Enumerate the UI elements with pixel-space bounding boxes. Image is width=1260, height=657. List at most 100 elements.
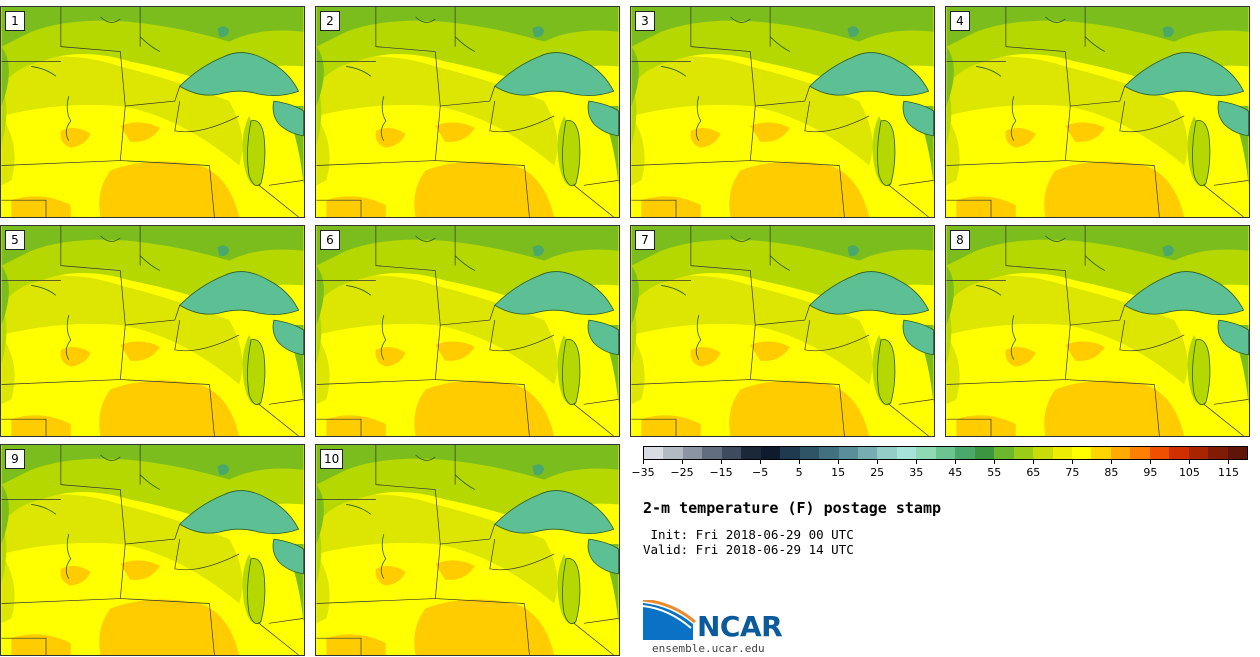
colorbar-tick bbox=[994, 460, 996, 464]
colorbar-segment bbox=[935, 447, 956, 459]
colorbar-tick-label: 75 bbox=[1065, 466, 1080, 479]
map-10 bbox=[316, 445, 619, 655]
map-1 bbox=[1, 7, 304, 217]
colorbar-segment bbox=[916, 447, 936, 459]
colorbar-segment bbox=[857, 447, 878, 459]
map-6 bbox=[316, 226, 619, 436]
colorbar-ticks: −35 −25 −15 −5 5 15 25 35 45 55 65 75 85 95 105 115 bbox=[631, 460, 1248, 480]
colorbar-tick-label: 5 bbox=[795, 466, 803, 479]
plot-title: 2-m temperature (F) postage stamp bbox=[643, 499, 942, 517]
colorbar-segment bbox=[1052, 447, 1072, 459]
colorbar-tick bbox=[1072, 460, 1074, 464]
stamp-label-1: 1 bbox=[5, 11, 25, 31]
colorbar-segment bbox=[994, 447, 1014, 459]
colorbar-tick bbox=[955, 460, 957, 464]
colorbar-segment bbox=[780, 447, 800, 459]
colorbar-tick-label: 65 bbox=[1026, 466, 1041, 479]
colorbar-tick bbox=[1189, 460, 1191, 464]
colorbar-segment bbox=[877, 447, 897, 459]
postage-stamp-3: 3 bbox=[630, 6, 935, 218]
stamp-label-5: 5 bbox=[5, 230, 25, 250]
stamp-label-10: 10 bbox=[320, 449, 344, 469]
stamp-label-8: 8 bbox=[950, 230, 970, 250]
stamp-label-9: 9 bbox=[5, 449, 25, 469]
map-8 bbox=[946, 226, 1249, 436]
postage-stamp-9: 9 bbox=[0, 444, 305, 656]
colorbar-segment bbox=[1188, 447, 1209, 459]
colorbar-tick bbox=[1111, 460, 1113, 464]
colorbar-tick-label: −5 bbox=[751, 466, 769, 479]
colorbar-tick-label: 95 bbox=[1143, 466, 1158, 479]
postage-stamp-5: 5 bbox=[0, 225, 305, 437]
map-9 bbox=[1, 445, 304, 655]
map-4 bbox=[946, 7, 1249, 217]
ncar-logo-icon bbox=[643, 600, 696, 640]
colorbar-segment bbox=[663, 447, 683, 459]
stamp-label-2: 2 bbox=[320, 11, 340, 31]
colorbar-tick-label: −25 bbox=[670, 466, 694, 479]
colorbar-tick-label: 25 bbox=[870, 466, 885, 479]
colorbar-tick bbox=[1150, 460, 1152, 464]
colorbar-segment bbox=[760, 447, 781, 459]
map-2 bbox=[316, 7, 619, 217]
colorbar-segment bbox=[1110, 447, 1131, 459]
colorbar-segment bbox=[1033, 447, 1053, 459]
colorbar-tick bbox=[799, 460, 801, 464]
colorbar-segment bbox=[896, 447, 917, 459]
colorbar-segment bbox=[1149, 447, 1170, 459]
colorbar-tick-label: −15 bbox=[709, 466, 733, 479]
postage-stamp-7: 7 bbox=[630, 225, 935, 437]
colorbar-segment bbox=[1169, 447, 1189, 459]
colorbar-tick-label: 85 bbox=[1104, 466, 1119, 479]
map-3 bbox=[631, 7, 934, 217]
postage-stamp-10: 10 bbox=[315, 444, 620, 656]
colorbar-segment bbox=[741, 447, 761, 459]
colorbar-segment bbox=[838, 447, 858, 459]
colorbar-tick-label: −35 bbox=[631, 466, 655, 479]
ncar-logo-text: NCAR bbox=[697, 610, 783, 643]
colorbar-segment bbox=[1130, 447, 1150, 459]
map-5 bbox=[1, 226, 304, 436]
colorbar-tick-label: 15 bbox=[831, 466, 846, 479]
init-time: Init: Fri 2018-06-29 00 UTC bbox=[643, 527, 854, 542]
website-label: ensemble.ucar.edu bbox=[652, 642, 765, 655]
colorbar-segment bbox=[702, 447, 722, 459]
colorbar-tick bbox=[682, 460, 684, 464]
colorbar-segment bbox=[1013, 447, 1034, 459]
stamp-label-3: 3 bbox=[635, 11, 655, 31]
colorbar-segment bbox=[1071, 447, 1092, 459]
stamp-label-7: 7 bbox=[635, 230, 655, 250]
valid-time: Valid: Fri 2018-06-29 14 UTC bbox=[643, 542, 854, 557]
postage-stamp-6: 6 bbox=[315, 225, 620, 437]
colorbar-segment bbox=[721, 447, 742, 459]
postage-stamp-2: 2 bbox=[315, 6, 620, 218]
colorbar-tick bbox=[1228, 460, 1230, 464]
map-7 bbox=[631, 226, 934, 436]
colorbar-tick-label: 55 bbox=[987, 466, 1002, 479]
colorbar-segment bbox=[1091, 447, 1111, 459]
colorbar-segment bbox=[955, 447, 975, 459]
colorbar-tick-label: 115 bbox=[1217, 466, 1239, 479]
colorbar-tick-label: 105 bbox=[1178, 466, 1200, 479]
colorbar-segment bbox=[682, 447, 703, 459]
colorbar-tick bbox=[877, 460, 879, 464]
colorbar-segment bbox=[1208, 447, 1228, 459]
colorbar-segment bbox=[1227, 447, 1248, 459]
colorbar-tick bbox=[838, 460, 840, 464]
colorbar-tick bbox=[643, 460, 644, 464]
colorbar-segment bbox=[799, 447, 820, 459]
postage-stamp-8: 8 bbox=[945, 225, 1250, 437]
postage-stamp-1: 1 bbox=[0, 6, 305, 218]
colorbar-segment bbox=[644, 447, 664, 459]
colorbar-tick-label: 35 bbox=[909, 466, 924, 479]
stamp-label-4: 4 bbox=[950, 11, 970, 31]
postage-stamp-4: 4 bbox=[945, 6, 1250, 218]
colorbar-tick bbox=[760, 460, 762, 464]
stamp-label-6: 6 bbox=[320, 230, 340, 250]
temperature-colorbar bbox=[643, 446, 1248, 460]
colorbar-tick-label: 45 bbox=[948, 466, 963, 479]
colorbar-tick bbox=[721, 460, 723, 464]
colorbar-tick bbox=[1033, 460, 1035, 464]
colorbar-tick bbox=[916, 460, 918, 464]
colorbar-segment bbox=[974, 447, 995, 459]
